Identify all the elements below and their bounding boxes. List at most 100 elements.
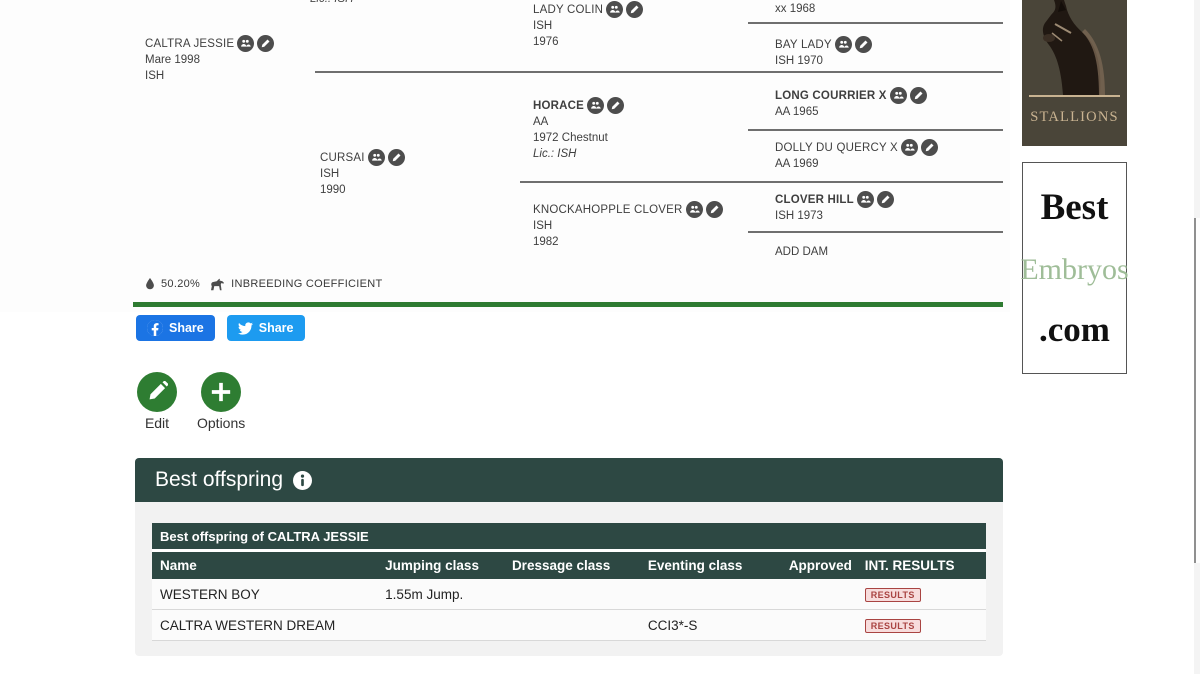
horse-link-caltra-jessie[interactable]: CALTRA JESSIE <box>145 37 235 50</box>
pedigree-node-xx: xx 1968 <box>775 1 815 17</box>
pedigree-icon[interactable] <box>685 201 703 218</box>
pedigree-node-knockahopple: KNOCKAHOPPLE CLOVER ISH 1982 <box>533 201 723 250</box>
offspring-header-row: Name Jumping class Dressage class Eventi… <box>152 552 986 579</box>
pedigree-icon[interactable] <box>889 87 907 104</box>
info-icon[interactable] <box>293 470 313 490</box>
horse-detail: Mare 1998 <box>145 54 200 66</box>
stallions-ad-label: STALLIONS <box>1030 109 1119 125</box>
facebook-icon <box>147 320 163 336</box>
twitter-icon <box>237 321 253 336</box>
horse-detail: AA 1969 <box>775 158 819 170</box>
horse-link-dolly[interactable]: DOLLY DU QUERCY X <box>775 141 898 154</box>
table-gap <box>152 549 986 552</box>
edit-icon[interactable] <box>705 201 723 218</box>
offspring-name-link[interactable]: WESTERN BOY <box>152 579 378 610</box>
embryos-ad-line3: .com <box>1039 309 1110 349</box>
pedigree-node-dolly: DOLLY DU QUERCY X AA 1969 <box>775 139 938 172</box>
edit-icon[interactable] <box>607 97 625 114</box>
horse-link-cursai[interactable]: CURSAI <box>320 151 365 164</box>
offspring-row: WESTERN BOY 1.55m Jump. RESULTS <box>152 579 986 610</box>
add-dam-link[interactable]: ADD DAM <box>775 246 829 258</box>
offspring-name-link[interactable]: CALTRA WESTERN DREAM <box>152 609 378 641</box>
pedigree-icon[interactable] <box>834 36 852 53</box>
horse-link-clover-hill[interactable]: CLOVER HILL <box>775 193 854 206</box>
col-dressage: Dressage class <box>503 552 640 579</box>
share-buttons: Share Share <box>136 315 305 341</box>
offspring-row: CALTRA WESTERN DREAM CCI3*-S RESULTS <box>152 609 986 641</box>
horse-detail: ISH 1973 <box>775 210 823 222</box>
pedigree-icon[interactable] <box>237 35 255 52</box>
horse-link-knockahopple[interactable]: KNOCKAHOPPLE CLOVER <box>533 203 683 216</box>
pedigree-node-clover-hill: CLOVER HILL ISH 1973 <box>775 191 894 224</box>
pedigree-node-subject: CALTRA JESSIE Mare 1998 ISH <box>145 35 275 84</box>
col-name: Name <box>152 552 378 579</box>
clipped-sire-detail: Lic.: ISH <box>310 0 353 5</box>
edit-icon[interactable] <box>876 191 894 208</box>
scrollbar-thumb[interactable] <box>1194 218 1200 563</box>
horse-detail: ISH <box>533 20 553 32</box>
tools-row: Edit Options <box>137 372 245 431</box>
edit-pencil-icon <box>137 372 177 412</box>
horse-link-lady-colin[interactable]: LADY COLIN <box>533 3 604 16</box>
offspring-table-title: Best offspring of CALTRA JESSIE <box>152 523 986 549</box>
inbreeding-row: 50.20% INBREEDING COEFFICIENT <box>144 277 383 291</box>
edit-icon[interactable] <box>854 36 872 53</box>
horse-icon <box>209 278 226 291</box>
offspring-jumping <box>377 609 504 641</box>
edit-icon[interactable] <box>920 139 938 156</box>
horse-detail: ISH 1970 <box>775 55 823 67</box>
pedigree-node-long-courrier: LONG COURRIER X AA 1965 <box>775 87 927 120</box>
horse-link-horace[interactable]: HORACE <box>533 99 585 112</box>
edit-label: Edit <box>144 415 170 431</box>
pedigree-chart: Lic.: ISH CALTRA JESSIE Mare 1998 ISH LA… <box>0 0 1010 312</box>
horse-detail: AA <box>533 116 549 128</box>
droplet-icon <box>144 277 156 291</box>
edit-icon[interactable] <box>387 149 405 166</box>
pedigree-separator <box>520 181 1003 183</box>
panel-title: Best offspring <box>155 468 284 491</box>
embryos-ad-line2: Embryos <box>1020 252 1129 286</box>
offspring-approved <box>780 579 857 610</box>
horse-detail: ISH <box>320 168 340 180</box>
horse-link-bay-lady[interactable]: BAY LADY <box>775 38 832 51</box>
best-offspring-header: Best offspring <box>135 458 1003 502</box>
options-label: Options <box>197 415 246 431</box>
inbreeding-label: INBREEDING COEFFICIENT <box>231 278 383 290</box>
stallion-horse-image <box>1022 0 1127 95</box>
offspring-table-wrap: Best offspring of CALTRA JESSIE Name Jum… <box>152 523 986 641</box>
pedigree-icon[interactable] <box>900 139 918 156</box>
results-badge[interactable]: RESULTS <box>864 619 921 633</box>
horse-link-long-courrier[interactable]: LONG COURRIER X <box>775 89 887 102</box>
horse-detail: 1972 Chestnut <box>533 132 608 144</box>
horse-detail: ISH <box>533 220 553 232</box>
edit-icon[interactable] <box>909 87 927 104</box>
best-offspring-panel: Best offspring Best offspring of CALTRA … <box>135 458 1003 656</box>
horse-detail: AA 1965 <box>775 106 819 118</box>
twitter-share-button[interactable]: Share <box>226 315 305 341</box>
horse-detail: ISH <box>145 70 165 82</box>
pedigree-node-cursai: CURSAI ISH 1990 <box>320 149 405 198</box>
offspring-table: Name Jumping class Dressage class Eventi… <box>152 552 986 641</box>
offspring-dressage <box>503 609 640 641</box>
stallions-ad-banner[interactable]: STALLIONS <box>1022 0 1127 146</box>
pedigree-icon[interactable] <box>856 191 874 208</box>
horse-detail: Lic.: ISH <box>533 148 577 160</box>
offspring-approved <box>780 609 857 641</box>
best-embryos-ad-banner[interactable]: Best Embryos .com <box>1020 162 1129 374</box>
pedigree-icon[interactable] <box>587 97 605 114</box>
pedigree-separator <box>748 22 1003 24</box>
pedigree-separator <box>748 129 1003 131</box>
results-badge[interactable]: RESULTS <box>864 588 921 602</box>
facebook-share-button[interactable]: Share <box>136 315 215 341</box>
edit-icon[interactable] <box>257 35 275 52</box>
col-int-results: INT. RESULTS <box>856 552 986 579</box>
col-jumping: Jumping class <box>377 552 504 579</box>
pedigree-icon[interactable] <box>606 1 624 18</box>
green-divider <box>133 302 1003 307</box>
pedigree-icon[interactable] <box>367 149 385 166</box>
options-button[interactable]: Options <box>197 372 245 431</box>
edit-icon[interactable] <box>626 1 644 18</box>
embryos-ad-line1: Best <box>1040 187 1109 229</box>
edit-button[interactable]: Edit <box>137 372 177 431</box>
pedigree-node-bay-lady: BAY LADY ISH 1970 <box>775 36 872 69</box>
